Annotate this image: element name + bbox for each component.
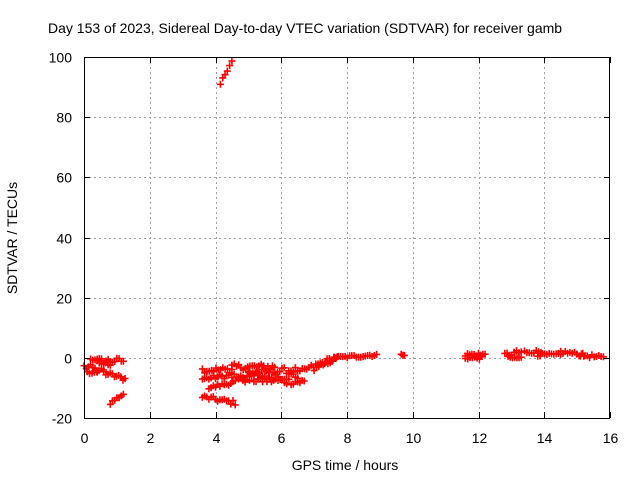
data-point-cluster <box>198 371 233 383</box>
data-point-cluster <box>504 352 525 362</box>
data-point-cluster <box>534 349 565 360</box>
x-axis-title: GPS time / hours <box>292 457 399 473</box>
data-point-cluster <box>244 364 302 378</box>
y-tick-label: 80 <box>56 110 72 126</box>
y-tick-label: 0 <box>64 351 72 367</box>
y-tick-label: 40 <box>56 231 72 247</box>
data-point-cluster <box>198 364 236 377</box>
data-point-cluster <box>100 368 129 384</box>
x-tick-label: 2 <box>147 430 155 446</box>
x-tick-label: 16 <box>603 430 619 446</box>
data-point-cluster <box>397 350 408 359</box>
data-point-cluster <box>106 390 127 408</box>
axis-ticks <box>84 57 611 419</box>
x-tick-label: 4 <box>213 430 221 446</box>
data-point-cluster <box>93 354 127 367</box>
x-tick-label: 6 <box>278 430 286 446</box>
y-tick-label: -20 <box>52 411 72 427</box>
data-point-cluster <box>216 57 236 88</box>
x-tick-label: 8 <box>344 430 352 446</box>
chart-title: Day 153 of 2023, Sidereal Day-to-day VTE… <box>48 20 562 36</box>
y-tick-label: 20 <box>56 291 72 307</box>
y-tick-label: 60 <box>56 170 72 186</box>
y-tick-label: 100 <box>49 50 73 66</box>
data-point-cluster <box>576 349 607 362</box>
data-point-cluster <box>521 347 545 357</box>
y-tick-labels: -20 0 20 40 60 80 100 <box>49 50 73 427</box>
data-points <box>80 57 607 409</box>
data-point-cluster <box>461 352 486 363</box>
x-tick-label: 0 <box>81 430 89 446</box>
x-tick-label: 14 <box>537 430 553 446</box>
data-point-cluster <box>330 350 381 362</box>
x-tick-labels: 0 2 4 6 8 10 12 14 16 <box>81 430 619 446</box>
data-point-cluster <box>198 392 239 409</box>
x-tick-label: 12 <box>472 430 488 446</box>
data-point-cluster <box>205 377 239 393</box>
x-tick-label: 10 <box>406 430 422 446</box>
y-axis-title: SDTVAR / TECUs <box>4 182 20 294</box>
